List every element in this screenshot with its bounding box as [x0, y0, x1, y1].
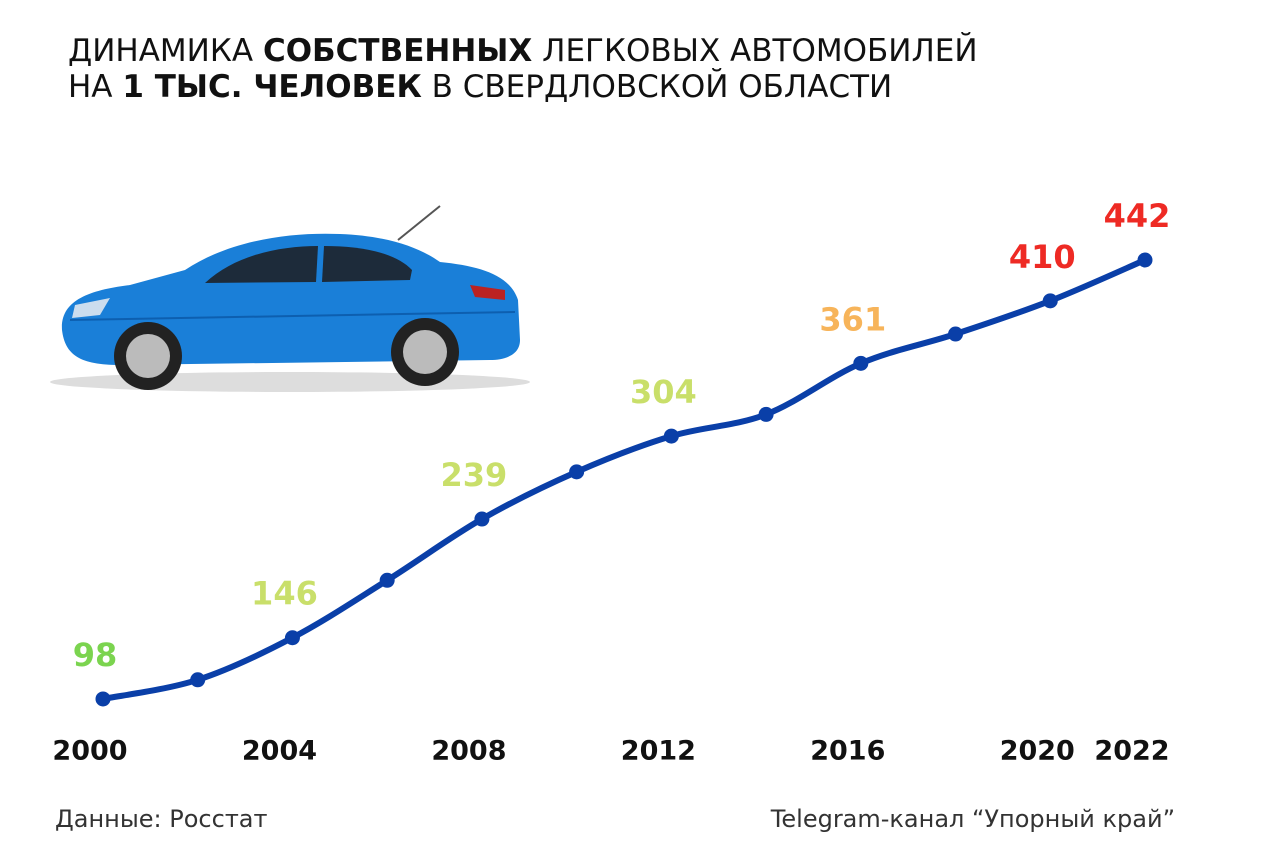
x-tick-label: 2008	[431, 736, 506, 767]
x-tick-label: 2012	[621, 736, 696, 767]
x-tick-label: 2004	[242, 736, 317, 767]
x-tick-label: 2016	[810, 736, 885, 767]
title-segment: В СВЕРДЛОВСКОЙ ОБЛАСТИ	[422, 69, 892, 105]
data-point	[284, 630, 300, 646]
title-segment: 1 ТЫС. ЧЕЛОВЕК	[122, 69, 421, 105]
value-label: 239	[441, 456, 508, 494]
title-segment: НА	[68, 69, 122, 105]
title-segment: ЛЕГКОВЫХ АВТОМОБИЛЕЙ	[532, 33, 977, 69]
value-label: 410	[1009, 238, 1076, 276]
x-tick-label: 2020	[1000, 736, 1075, 767]
source: Данные: Росстат	[55, 805, 268, 833]
title-line: НА 1 ТЫС. ЧЕЛОВЕК В СВЕРДЛОВСКОЙ ОБЛАСТИ	[68, 69, 892, 105]
value-label: 304	[630, 373, 697, 411]
car-illustration	[50, 205, 530, 392]
value-label: 361	[819, 300, 886, 338]
data-point	[853, 355, 869, 371]
data-point	[190, 672, 206, 688]
value-label: 146	[251, 575, 318, 613]
value-label: 442	[1104, 197, 1171, 235]
value-label: 98	[73, 636, 118, 674]
data-point	[758, 406, 774, 422]
chart-title: ДИНАМИКА СОБСТВЕННЫХ ЛЕГКОВЫХ АВТОМОБИЛЕ…	[68, 33, 978, 105]
x-tick-label: 2000	[52, 736, 127, 767]
data-point	[95, 691, 111, 707]
data-point	[1137, 252, 1153, 268]
credit: Telegram-канал “Упорный край”	[770, 805, 1175, 833]
data-point	[663, 428, 679, 444]
data-point	[1042, 293, 1058, 309]
title-line: ДИНАМИКА СОБСТВЕННЫХ ЛЕГКОВЫХ АВТОМОБИЛЕ…	[68, 33, 978, 69]
x-tick-label: 2022	[1094, 736, 1169, 767]
data-point	[379, 572, 395, 588]
data-point	[948, 326, 964, 342]
title-segment: СОБСТВЕННЫХ	[263, 33, 532, 69]
data-point	[474, 511, 490, 527]
data-point	[569, 464, 585, 480]
title-segment: ДИНАМИКА	[68, 33, 263, 69]
